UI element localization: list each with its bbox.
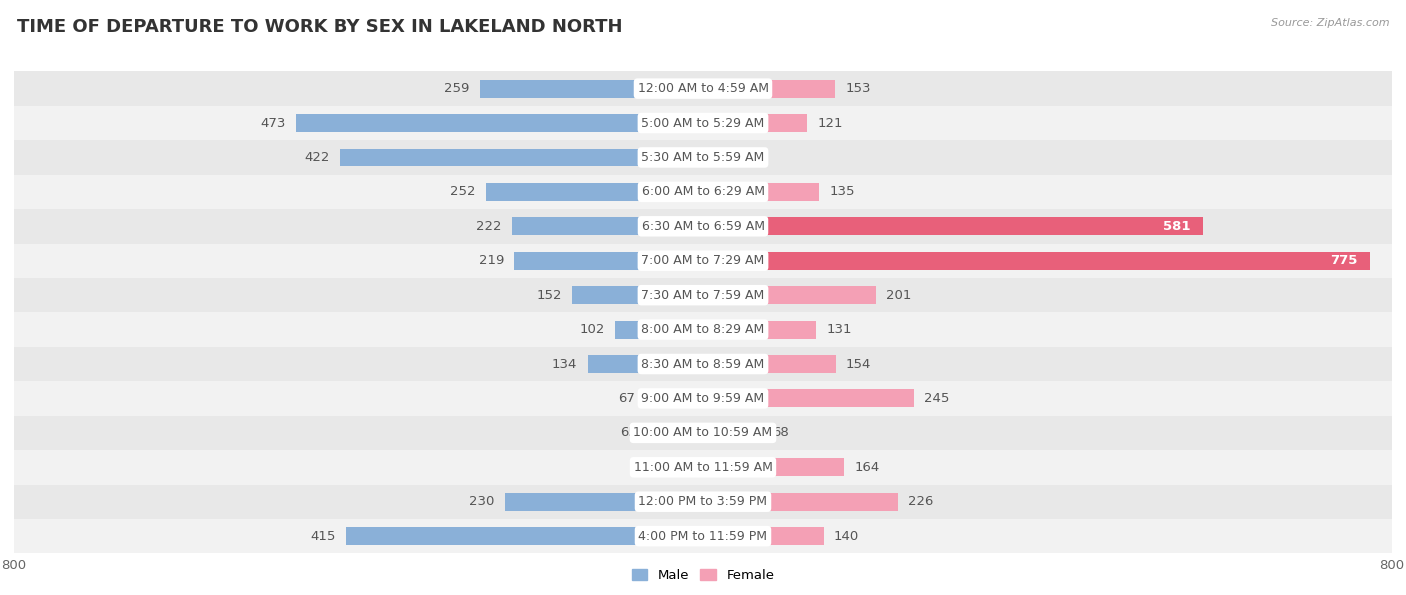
Bar	[616, 321, 703, 339]
Text: 164: 164	[855, 461, 880, 474]
Text: 7:30 AM to 7:59 AM: 7:30 AM to 7:59 AM	[641, 289, 765, 302]
Bar	[703, 390, 914, 408]
Bar	[572, 286, 703, 304]
Text: 65: 65	[620, 427, 637, 439]
Bar	[14, 381, 1392, 416]
Text: 153: 153	[845, 82, 870, 95]
Text: 140: 140	[834, 530, 859, 543]
Bar	[486, 183, 703, 201]
Bar	[14, 278, 1392, 312]
Bar	[658, 458, 703, 476]
Bar	[479, 80, 703, 98]
Text: 134: 134	[553, 358, 578, 371]
Text: 67: 67	[619, 392, 636, 405]
Bar	[703, 80, 835, 98]
Text: 68: 68	[772, 427, 789, 439]
Text: 6:00 AM to 6:29 AM: 6:00 AM to 6:29 AM	[641, 186, 765, 198]
Bar	[505, 493, 703, 511]
Bar	[515, 252, 703, 270]
Bar	[703, 458, 844, 476]
Text: 8:30 AM to 8:59 AM: 8:30 AM to 8:59 AM	[641, 358, 765, 371]
Text: TIME OF DEPARTURE TO WORK BY SEX IN LAKELAND NORTH: TIME OF DEPARTURE TO WORK BY SEX IN LAKE…	[17, 18, 623, 36]
Text: 581: 581	[1163, 220, 1191, 233]
Text: 102: 102	[579, 323, 605, 336]
Bar	[703, 217, 1204, 235]
Legend: Male, Female: Male, Female	[626, 564, 780, 588]
Bar	[588, 355, 703, 373]
Text: 259: 259	[444, 82, 470, 95]
Bar	[703, 493, 897, 511]
Bar	[14, 209, 1392, 243]
Text: 0: 0	[713, 151, 721, 164]
Text: 230: 230	[470, 495, 495, 508]
Text: 219: 219	[478, 254, 505, 267]
Bar	[14, 175, 1392, 209]
Text: 11:00 AM to 11:59 AM: 11:00 AM to 11:59 AM	[634, 461, 772, 474]
Text: 473: 473	[260, 117, 285, 130]
Text: 52: 52	[631, 461, 648, 474]
Bar	[14, 519, 1392, 553]
Bar	[14, 347, 1392, 381]
Bar	[703, 527, 824, 545]
Text: 201: 201	[886, 289, 912, 302]
Bar	[512, 217, 703, 235]
Text: 121: 121	[817, 117, 844, 130]
Text: 154: 154	[846, 358, 872, 371]
Text: 5:00 AM to 5:29 AM: 5:00 AM to 5:29 AM	[641, 117, 765, 130]
Bar	[14, 243, 1392, 278]
Text: 775: 775	[1330, 254, 1358, 267]
Text: 135: 135	[830, 186, 855, 198]
Text: 12:00 PM to 3:59 PM: 12:00 PM to 3:59 PM	[638, 495, 768, 508]
Bar	[703, 286, 876, 304]
Text: 6:30 AM to 6:59 AM: 6:30 AM to 6:59 AM	[641, 220, 765, 233]
Bar	[14, 450, 1392, 484]
Bar	[14, 140, 1392, 175]
Text: 422: 422	[304, 151, 329, 164]
Bar	[14, 312, 1392, 347]
Text: 152: 152	[536, 289, 562, 302]
Text: 4:00 PM to 11:59 PM: 4:00 PM to 11:59 PM	[638, 530, 768, 543]
Bar	[14, 416, 1392, 450]
Text: 9:00 AM to 9:59 AM: 9:00 AM to 9:59 AM	[641, 392, 765, 405]
Text: 8:00 AM to 8:29 AM: 8:00 AM to 8:29 AM	[641, 323, 765, 336]
Bar	[647, 424, 703, 442]
Text: 245: 245	[924, 392, 949, 405]
Bar	[703, 424, 762, 442]
Text: Source: ZipAtlas.com: Source: ZipAtlas.com	[1271, 18, 1389, 28]
Bar	[703, 355, 835, 373]
Bar	[14, 106, 1392, 140]
Text: 5:30 AM to 5:59 AM: 5:30 AM to 5:59 AM	[641, 151, 765, 164]
Bar	[703, 252, 1371, 270]
Bar	[295, 114, 703, 132]
Text: 131: 131	[827, 323, 852, 336]
Text: 12:00 AM to 4:59 AM: 12:00 AM to 4:59 AM	[637, 82, 769, 95]
Bar	[703, 114, 807, 132]
Text: 10:00 AM to 10:59 AM: 10:00 AM to 10:59 AM	[634, 427, 772, 439]
Bar	[340, 149, 703, 167]
Bar	[346, 527, 703, 545]
Text: 226: 226	[908, 495, 934, 508]
Text: 252: 252	[450, 186, 475, 198]
Bar	[14, 71, 1392, 106]
Text: 415: 415	[309, 530, 335, 543]
Text: 7:00 AM to 7:29 AM: 7:00 AM to 7:29 AM	[641, 254, 765, 267]
Bar	[703, 183, 820, 201]
Bar	[703, 321, 815, 339]
Bar	[645, 390, 703, 408]
Text: 222: 222	[477, 220, 502, 233]
Bar	[14, 484, 1392, 519]
